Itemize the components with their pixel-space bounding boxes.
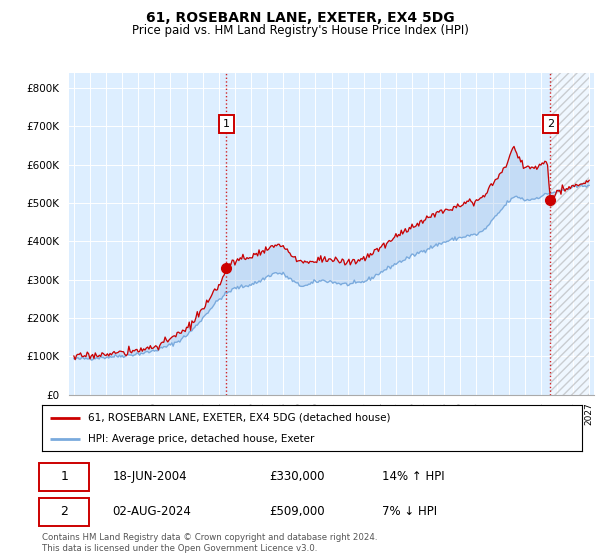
Text: 61, ROSEBARN LANE, EXETER, EX4 5DG (detached house): 61, ROSEBARN LANE, EXETER, EX4 5DG (deta… [88, 413, 391, 423]
Text: 14% ↑ HPI: 14% ↑ HPI [382, 470, 445, 483]
Text: 1: 1 [60, 470, 68, 483]
Text: Contains HM Land Registry data © Crown copyright and database right 2024.
This d: Contains HM Land Registry data © Crown c… [42, 533, 377, 553]
Text: 18-JUN-2004: 18-JUN-2004 [112, 470, 187, 483]
Text: 2: 2 [60, 506, 68, 519]
Text: 7% ↓ HPI: 7% ↓ HPI [382, 506, 437, 519]
FancyBboxPatch shape [40, 463, 89, 491]
Text: 1: 1 [223, 119, 230, 129]
Text: Price paid vs. HM Land Registry's House Price Index (HPI): Price paid vs. HM Land Registry's House … [131, 24, 469, 36]
Text: £330,000: £330,000 [269, 470, 325, 483]
Text: 02-AUG-2024: 02-AUG-2024 [112, 506, 191, 519]
Text: £509,000: £509,000 [269, 506, 325, 519]
Text: HPI: Average price, detached house, Exeter: HPI: Average price, detached house, Exet… [88, 435, 314, 444]
Text: 61, ROSEBARN LANE, EXETER, EX4 5DG: 61, ROSEBARN LANE, EXETER, EX4 5DG [146, 11, 454, 25]
FancyBboxPatch shape [40, 498, 89, 526]
Text: 2: 2 [547, 119, 554, 129]
